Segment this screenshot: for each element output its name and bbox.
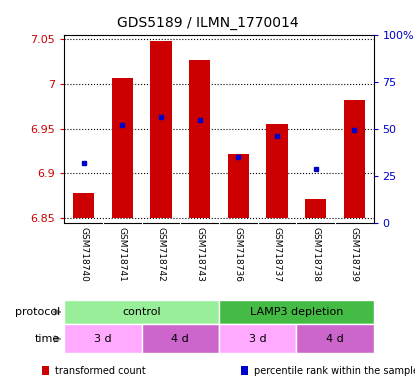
Text: GSM718738: GSM718738	[311, 227, 320, 281]
Bar	[296, 324, 374, 353]
Text: GSM718742: GSM718742	[156, 227, 166, 281]
Bar	[112, 78, 133, 218]
Bar	[150, 41, 171, 218]
Text: GSM718740: GSM718740	[79, 227, 88, 281]
Text: 4 d: 4 d	[171, 334, 189, 344]
Text: 3 d: 3 d	[94, 334, 112, 344]
Text: 4 d: 4 d	[326, 334, 344, 344]
Bar	[73, 193, 94, 218]
Text: percentile rank within the sample: percentile rank within the sample	[254, 366, 415, 376]
Bar	[189, 60, 210, 218]
Bar	[344, 100, 365, 218]
Text: 3 d: 3 d	[249, 334, 266, 344]
Bar	[64, 300, 219, 324]
Bar	[305, 199, 326, 218]
Bar	[142, 324, 219, 353]
Bar	[64, 324, 142, 353]
Bar	[227, 154, 249, 218]
Text: time: time	[35, 334, 60, 344]
Text: transformed count: transformed count	[55, 366, 146, 376]
Bar	[219, 324, 296, 353]
Bar	[219, 300, 374, 324]
Text: GSM718741: GSM718741	[118, 227, 127, 281]
Text: GSM718739: GSM718739	[350, 227, 359, 281]
Bar	[266, 124, 288, 218]
Text: GDS5189 / ILMN_1770014: GDS5189 / ILMN_1770014	[117, 16, 298, 30]
Text: protocol: protocol	[15, 307, 60, 317]
Text: GSM718737: GSM718737	[272, 227, 281, 281]
Text: LAMP3 depletion: LAMP3 depletion	[249, 307, 343, 317]
Text: control: control	[122, 307, 161, 317]
Text: GSM718743: GSM718743	[195, 227, 204, 281]
Text: GSM718736: GSM718736	[234, 227, 243, 281]
